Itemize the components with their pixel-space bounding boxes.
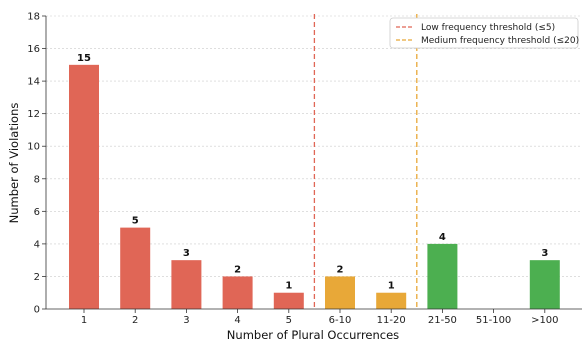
y-tick-label: 14 bbox=[27, 77, 40, 88]
data-label-2: 5 bbox=[132, 216, 139, 227]
bar-1 bbox=[69, 64, 99, 309]
data-label-11-20: 1 bbox=[388, 281, 395, 292]
bar-2 bbox=[120, 227, 151, 309]
x-tick-label: 11-20 bbox=[377, 315, 406, 326]
legend-entry-2: Medium frequency threshold (≤20) bbox=[421, 36, 579, 46]
bar-21-50 bbox=[427, 243, 458, 309]
data-label-4: 2 bbox=[234, 264, 241, 275]
data-label-6-10: 2 bbox=[337, 264, 344, 275]
data-label-1: 15 bbox=[77, 53, 91, 64]
data-label-5: 1 bbox=[285, 281, 292, 292]
bars bbox=[69, 64, 560, 309]
x-tick-label: 2 bbox=[132, 315, 138, 326]
bar-11-20 bbox=[376, 292, 407, 309]
x-axis-ticks: 1 2 3 4 5 6-10 11-20 21-50 51-100 >100 bbox=[81, 309, 559, 326]
legend-entry-1: Low frequency threshold (≤5) bbox=[421, 23, 555, 33]
y-axis-title: Number of Violations bbox=[7, 103, 21, 224]
bar-5 bbox=[273, 292, 304, 309]
bar-6-10 bbox=[325, 276, 355, 309]
bar->100 bbox=[529, 260, 560, 309]
x-tick-label: 4 bbox=[234, 315, 240, 326]
y-tick-label: 0 bbox=[34, 305, 40, 316]
y-tick-label: 8 bbox=[34, 174, 40, 185]
x-axis-title: Number of Plural Occurrences bbox=[227, 328, 399, 342]
y-tick-label: 12 bbox=[27, 109, 40, 120]
legend-frame bbox=[389, 17, 579, 49]
threshold-lines bbox=[313, 14, 418, 309]
y-tick-label: 2 bbox=[34, 272, 40, 283]
x-tick-label: 21-50 bbox=[428, 315, 457, 326]
y-tick-label: 16 bbox=[27, 44, 40, 55]
legend: Low frequency threshold (≤5) Medium frequ… bbox=[389, 17, 579, 49]
y-tick-label: 10 bbox=[27, 142, 40, 153]
data-label-21-50: 4 bbox=[439, 232, 446, 243]
data-label->100: 3 bbox=[541, 248, 548, 259]
x-tick-label: 1 bbox=[81, 315, 87, 326]
y-tick-label: 4 bbox=[34, 239, 40, 250]
bar-4 bbox=[222, 276, 253, 309]
x-tick-label: 51-100 bbox=[476, 315, 511, 326]
x-tick-label: 6-10 bbox=[329, 315, 352, 326]
y-tick-label: 6 bbox=[34, 207, 40, 218]
x-tick-label: 5 bbox=[286, 315, 292, 326]
x-tick-label: 3 bbox=[183, 315, 189, 326]
data-label-3: 3 bbox=[183, 248, 190, 259]
x-tick-label: >100 bbox=[531, 315, 558, 326]
y-tick-label: 18 bbox=[27, 12, 40, 23]
data-labels: 15 5 3 2 1 2 1 4 3 bbox=[77, 53, 548, 292]
bar-3 bbox=[171, 260, 202, 309]
y-axis-ticks: 0 2 4 6 8 10 12 14 16 18 bbox=[27, 12, 46, 316]
